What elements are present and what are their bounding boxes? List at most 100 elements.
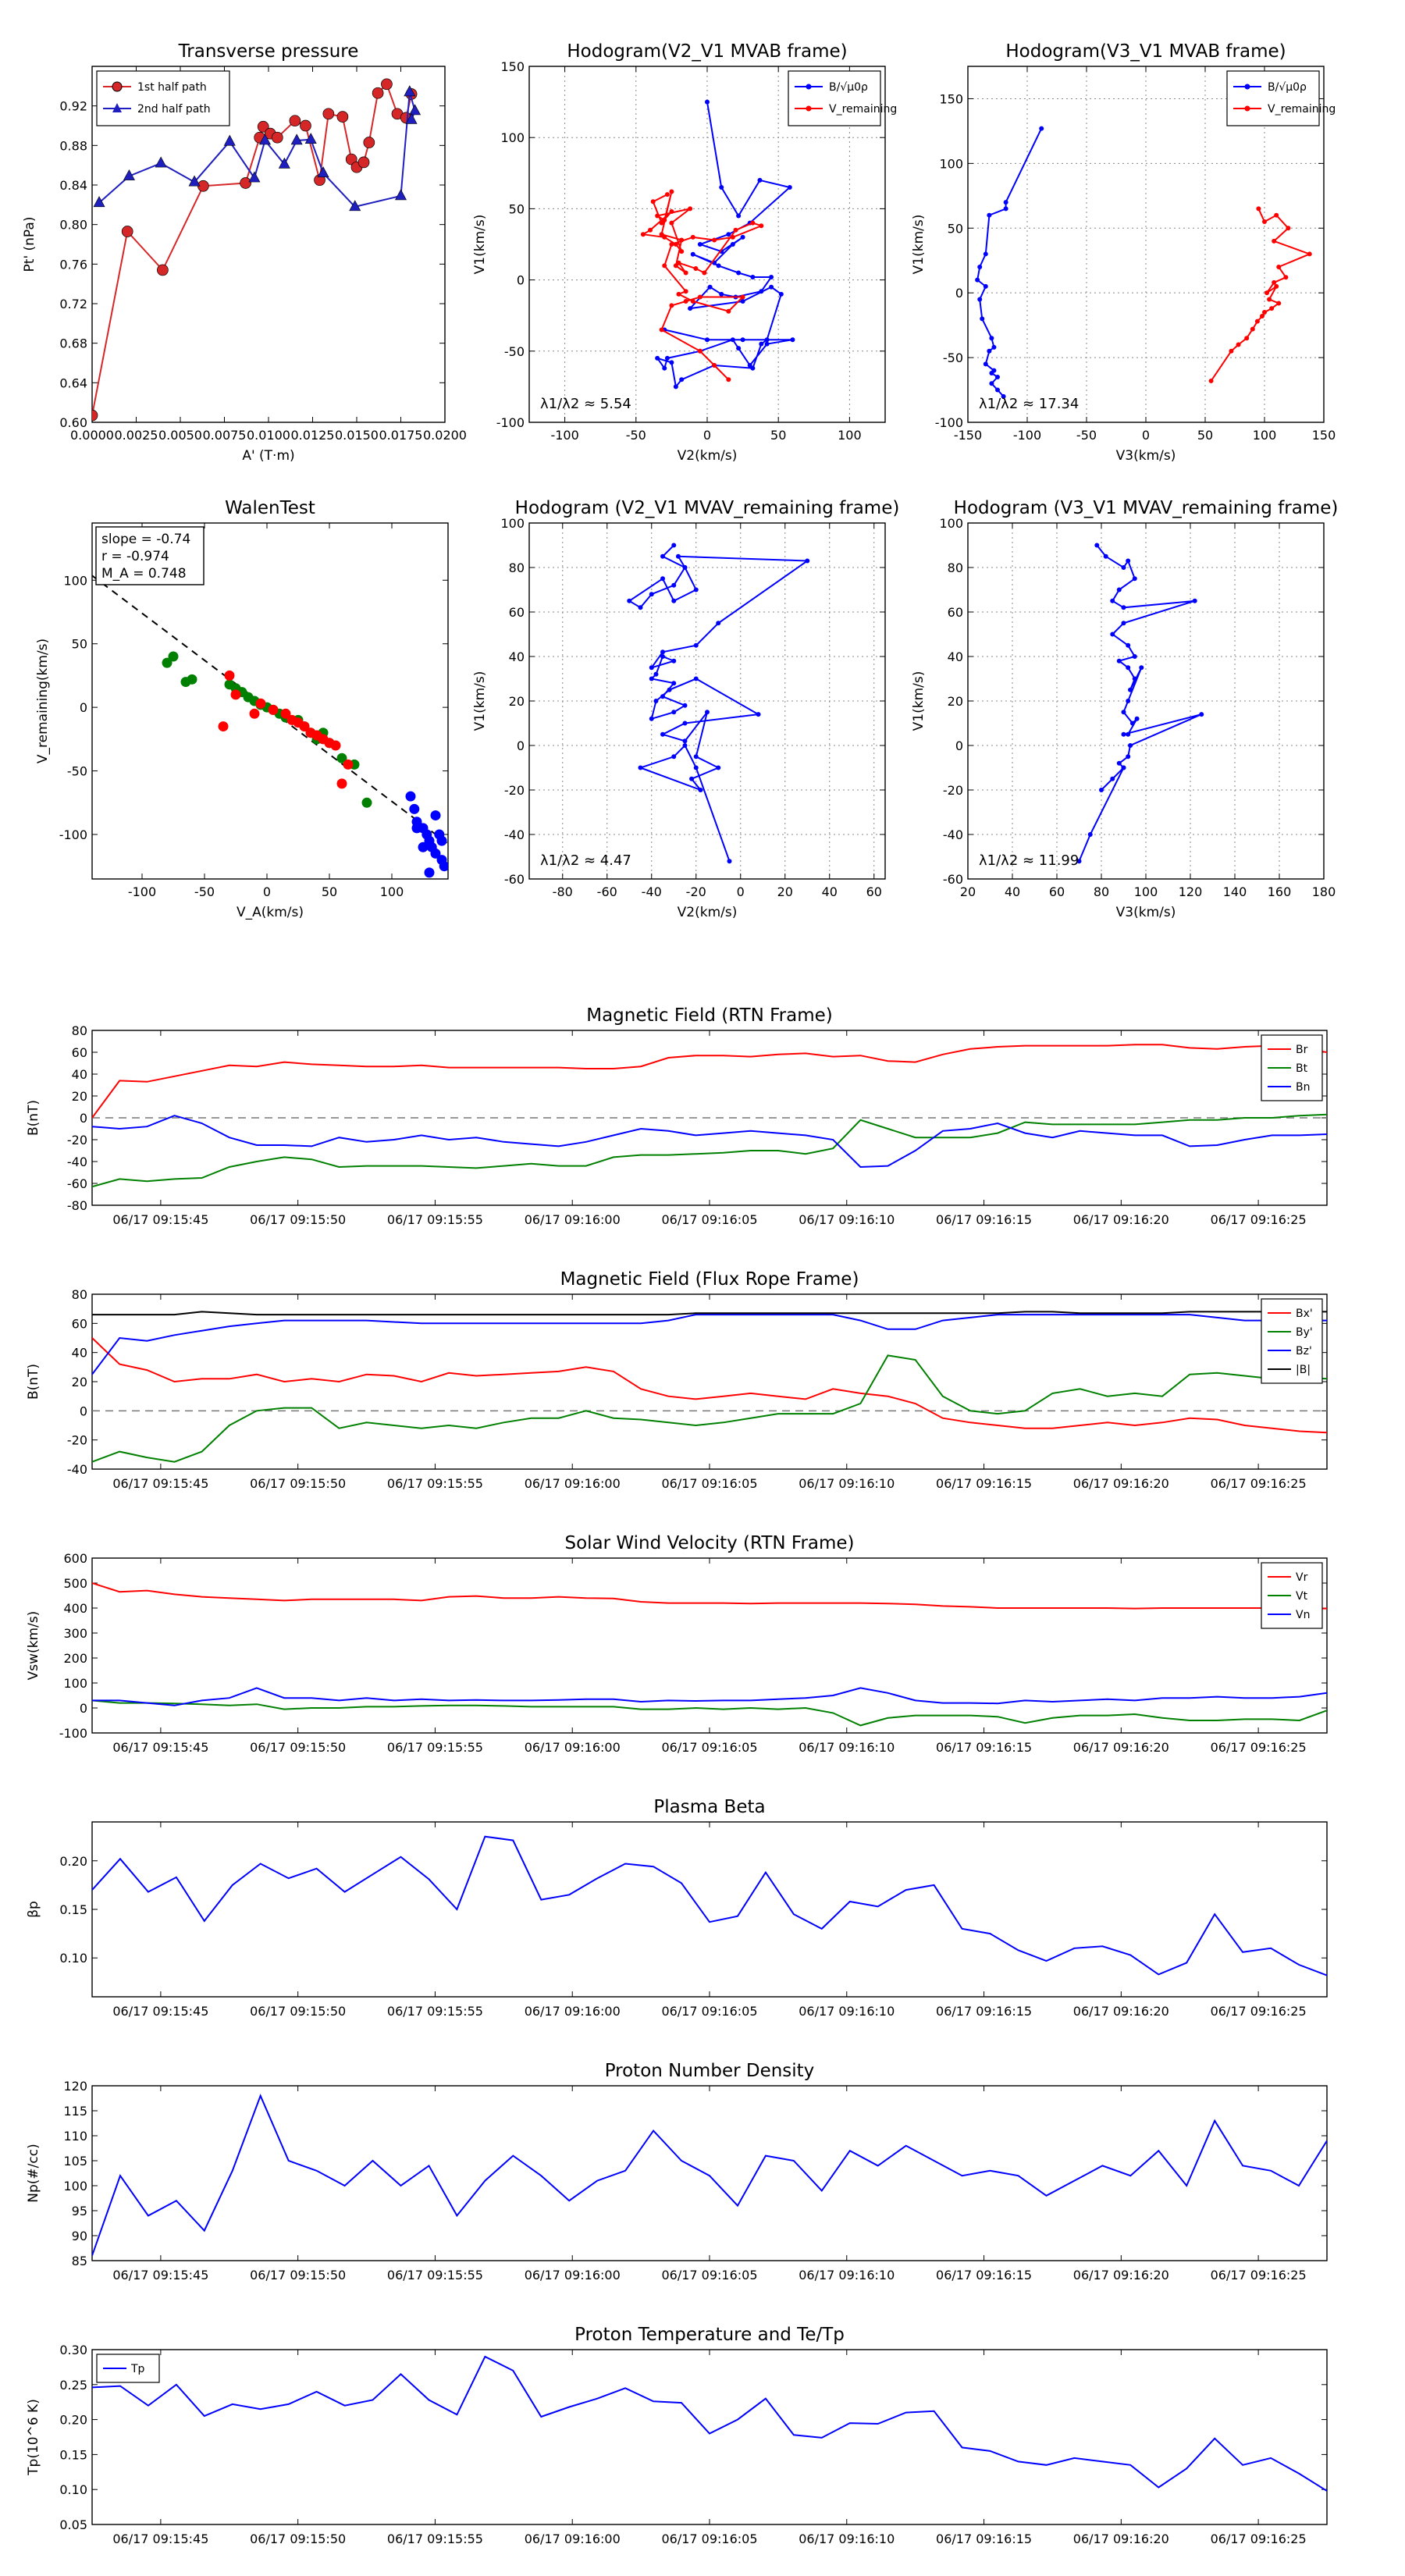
data-point <box>671 710 677 715</box>
y-tick-label: 0.76 <box>59 257 87 272</box>
series-line <box>1078 544 1202 862</box>
time-tick-label: 06/17 09:16:25 <box>1211 1212 1307 1227</box>
y-tick-label: 40 <box>72 1067 87 1082</box>
y-tick-label: 100 <box>63 573 87 588</box>
data-point <box>418 841 429 852</box>
y-tick-label: 100 <box>500 130 525 145</box>
data-layer <box>627 543 810 864</box>
y-tick-label: -60 <box>504 872 525 887</box>
data-point <box>1269 306 1275 311</box>
x-tick-label: 0.0125 <box>291 428 335 443</box>
data-point <box>249 708 260 719</box>
data-point <box>673 263 678 269</box>
data-point <box>1199 712 1204 717</box>
data-point <box>671 681 677 686</box>
data-point <box>638 605 643 610</box>
y-tick-label: -80 <box>67 1198 87 1213</box>
data-point <box>1087 832 1093 837</box>
x-tick-label: 0 <box>263 884 271 899</box>
data-point <box>1236 342 1241 347</box>
time-tick-label: 06/17 09:16:20 <box>1073 1212 1169 1227</box>
time-tick-label: 06/17 09:15:55 <box>387 1476 483 1491</box>
data-point <box>1264 290 1270 296</box>
time-tick-label: 06/17 09:16:05 <box>661 2532 757 2546</box>
plot-frame <box>528 522 886 880</box>
legend-label: V_remaining <box>829 103 897 116</box>
y-tick-label: 0 <box>80 1111 87 1126</box>
data-point <box>659 327 664 333</box>
time-tick-label: 06/17 09:16:15 <box>936 1212 1032 1227</box>
series-line <box>1210 208 1312 382</box>
time-tick-label: 06/17 09:15:50 <box>250 1212 346 1227</box>
data-point <box>1003 200 1008 205</box>
data-point <box>290 133 303 145</box>
data-point <box>1259 314 1264 319</box>
data-point <box>977 297 983 302</box>
x-tick-label: 0.0150 <box>335 428 379 443</box>
y-tick-label: 150 <box>939 91 963 106</box>
series-bx- <box>92 1337 1327 1434</box>
data-point <box>1276 265 1282 270</box>
data-point <box>769 274 774 279</box>
y-tick-label: -60 <box>67 1176 87 1191</box>
x-tick-label: -60 <box>597 884 617 899</box>
x-tick-label: 0.0000 <box>70 428 114 443</box>
plot-frame <box>91 66 446 423</box>
legend-marker <box>112 103 122 112</box>
eigen-ratio-label: λ1/λ2 ≈ 11.99 <box>979 852 1079 869</box>
data-point <box>1116 587 1122 592</box>
x-tick-label: 100 <box>380 884 404 899</box>
data-point <box>727 859 732 864</box>
x-tick-label: 180 <box>1312 884 1336 899</box>
y-tick-label: -20 <box>943 783 963 798</box>
data-point <box>248 171 261 183</box>
y-tick-label: 20 <box>509 694 525 709</box>
data-point <box>759 289 764 294</box>
x-tick-label: 0.0050 <box>158 428 202 443</box>
data-point <box>409 803 420 814</box>
data-point <box>1192 598 1197 603</box>
series-bt <box>92 1113 1327 1188</box>
y-tick-label: 20 <box>72 1375 87 1389</box>
legend-label: |B| <box>1296 1364 1311 1376</box>
time-tick-label: 06/17 09:15:45 <box>112 1212 208 1227</box>
y-axis-label: V1(km/s) <box>472 215 488 275</box>
x-tick-label: 140 <box>1223 884 1247 899</box>
y-tick-label: 0.88 <box>59 138 87 153</box>
data-point <box>650 199 656 205</box>
y-tick-label: 0 <box>80 1701 87 1716</box>
time-tick-label: 06/17 09:16:20 <box>1073 1476 1169 1491</box>
series-line <box>92 82 413 416</box>
legend-box <box>1226 70 1320 126</box>
legend-label: Bt <box>1296 1062 1308 1075</box>
chart-title: Hodogram (V2_V1 MVAV_remaining frame) <box>515 498 900 518</box>
data-point <box>740 294 745 300</box>
time-tick-label: 06/17 09:15:50 <box>250 1476 346 1491</box>
eigen-ratio-label: λ1/λ2 ≈ 17.34 <box>979 396 1079 412</box>
data-point <box>230 689 241 700</box>
data-point <box>759 223 764 229</box>
time-tick-label: 06/17 09:15:50 <box>250 2532 346 2546</box>
series-vn <box>92 1687 1327 1706</box>
y-tick-label: 300 <box>63 1626 87 1641</box>
time-tick-label: 06/17 09:16:10 <box>799 2268 895 2282</box>
time-tick-label: 06/17 09:15:45 <box>112 1740 208 1755</box>
data-point <box>180 677 191 688</box>
time-tick-label: 06/17 09:16:05 <box>661 2004 757 2019</box>
data-point <box>740 298 745 304</box>
eigen-ratio-label: λ1/λ2 ≈ 4.47 <box>540 852 631 869</box>
data-point <box>662 217 667 222</box>
chart-hodo4: -60 -40 -20 0 20 40 60 80 100 20 40 60 80 100 120 140 16… <box>911 498 1338 920</box>
x-axis-label: A' (T·m) <box>242 448 294 464</box>
data-point <box>1103 553 1108 559</box>
chart-bFR: -40 -20 0 20 40 60 80 Magnetic Field (Flux Rope… <box>26 1269 1328 1491</box>
y-tick-label: 90 <box>72 2229 87 2243</box>
y-tick-label: -40 <box>67 1155 87 1169</box>
data-point <box>669 303 674 308</box>
y-tick-label: 0 <box>517 738 525 753</box>
legend-label: Bz' <box>1296 1345 1312 1357</box>
series-bn <box>92 1115 1327 1169</box>
y-tick-label: 40 <box>509 649 525 664</box>
data-point <box>659 220 664 226</box>
time-tick-label: 06/17 09:16:15 <box>936 1740 1032 1755</box>
